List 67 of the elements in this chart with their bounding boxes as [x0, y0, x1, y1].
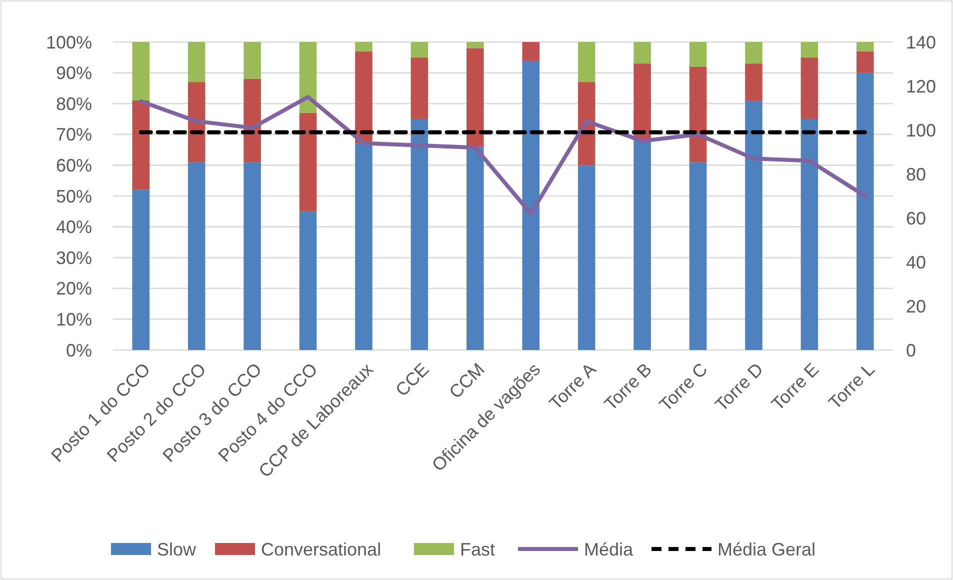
bar [244, 42, 261, 79]
y-tick-label: 10% [56, 310, 92, 330]
bar [299, 42, 317, 113]
y-tick-label: 60% [56, 156, 92, 176]
x-tick-label: Torre D [711, 359, 767, 416]
bar [856, 72, 874, 350]
y2-tick-label: 100 [906, 120, 936, 140]
bar [745, 64, 762, 101]
y-tick-label: 30% [56, 248, 92, 268]
bar [188, 162, 206, 350]
bar [244, 78, 261, 162]
y-tick-label: 80% [56, 94, 92, 114]
bar [634, 42, 651, 64]
bar [856, 42, 874, 52]
legend-label: Conversational [261, 539, 382, 560]
bar [355, 144, 372, 350]
y-tick-label: 90% [56, 63, 92, 84]
bar [800, 119, 818, 350]
bar [132, 42, 150, 101]
bar [856, 51, 874, 73]
bar [466, 42, 484, 48]
bar [132, 190, 150, 350]
bar [634, 64, 651, 141]
y-tick-label: 50% [56, 186, 92, 206]
bar [188, 42, 206, 82]
bar [522, 42, 540, 60]
legend-label: Slow [157, 539, 198, 560]
bar [410, 119, 428, 350]
y2-tick-label: 40 [906, 252, 926, 272]
bar [578, 42, 596, 82]
bar [522, 60, 540, 350]
y2-tick-label: 80 [906, 164, 926, 184]
y-tick-label: 0% [66, 340, 92, 360]
bar [299, 211, 317, 350]
line-series [138, 95, 868, 216]
y2-tick-label: 0 [906, 340, 916, 360]
y2-tick-label: 60 [906, 208, 926, 228]
bar [745, 100, 762, 350]
bar [244, 162, 261, 350]
bar [355, 42, 372, 52]
y-tick-label: 20% [56, 278, 92, 299]
bar [634, 140, 651, 350]
x-tick-label: Torre C [655, 359, 712, 416]
bar [299, 112, 317, 212]
bar [410, 57, 428, 119]
y2-tick-label: 20 [906, 296, 926, 316]
legend-label: Média Geral [718, 539, 816, 560]
bar [578, 165, 596, 350]
y-tick-label: 70% [56, 124, 92, 145]
bar [745, 42, 762, 64]
y2-tick-label: 120 [906, 76, 936, 96]
bar [132, 100, 150, 190]
x-tick-label: Torre A [545, 359, 600, 414]
bar [355, 51, 372, 144]
bar [689, 42, 707, 67]
bar [800, 57, 818, 119]
y-tick-label: 40% [56, 217, 92, 238]
bar [689, 66, 707, 162]
bar [466, 48, 484, 147]
bar [410, 42, 428, 58]
legend-label: Média [584, 539, 634, 560]
bar [689, 162, 707, 350]
legend-label: Fast [460, 539, 496, 560]
bar [800, 42, 818, 58]
y-tick-label: 100% [46, 32, 92, 52]
bar [466, 146, 484, 350]
y2-tick-label: 140 [906, 32, 936, 52]
